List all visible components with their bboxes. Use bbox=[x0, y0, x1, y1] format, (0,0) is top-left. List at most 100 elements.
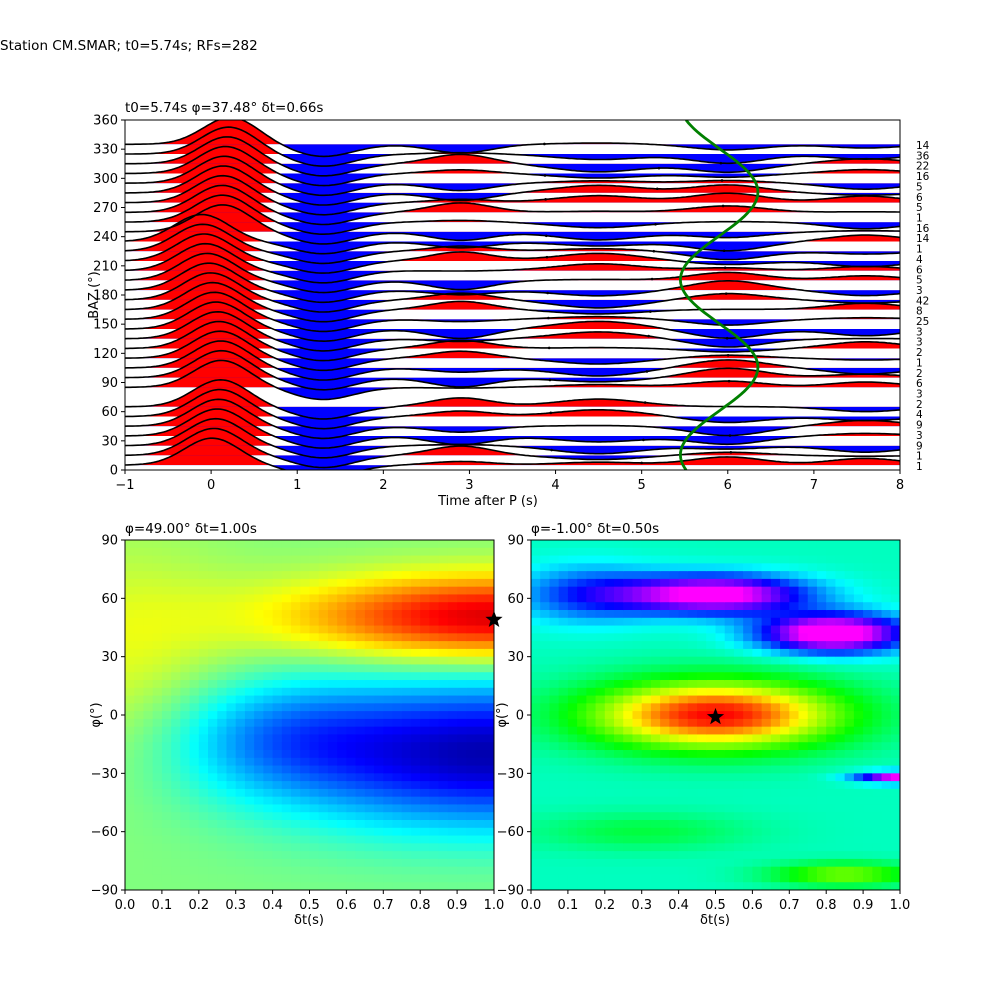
grid-left-cell bbox=[401, 734, 412, 743]
grid-left-cell bbox=[447, 734, 458, 743]
grid-right-cell bbox=[844, 843, 855, 852]
grid-right-cell bbox=[595, 540, 606, 549]
grid-right-cell bbox=[531, 625, 541, 634]
grid-right-cell bbox=[567, 711, 578, 720]
grid-right-cell bbox=[835, 788, 846, 798]
grid-left-cell bbox=[337, 633, 347, 642]
grid-right-cell bbox=[531, 633, 541, 642]
grid-right-cell bbox=[733, 835, 744, 844]
grid-right-cell bbox=[844, 742, 855, 751]
grid-left-cell bbox=[143, 602, 154, 611]
grid-left-cell bbox=[226, 851, 237, 860]
grid-left-cell bbox=[466, 648, 477, 658]
grid-right-cell bbox=[780, 625, 790, 634]
grid-left-cell bbox=[447, 555, 458, 564]
grid-left-cell bbox=[180, 812, 191, 821]
grid-left-cell bbox=[447, 664, 458, 673]
grid-right-cell bbox=[531, 835, 541, 844]
grid-left-cell bbox=[125, 610, 135, 619]
grid-left-cell bbox=[410, 858, 421, 868]
grid-right-cell bbox=[807, 765, 818, 774]
grid-left-cell bbox=[374, 851, 384, 860]
grid-left-cell bbox=[272, 718, 283, 728]
grid-left-cell bbox=[291, 594, 301, 603]
grid-left-cell bbox=[217, 563, 228, 572]
rf-section-ytick-label: 300 bbox=[93, 172, 118, 187]
grid-left-cell bbox=[263, 648, 274, 658]
grid-left-cell bbox=[281, 711, 292, 720]
grid-right-cell bbox=[890, 851, 900, 860]
grid-left-cell bbox=[161, 555, 172, 564]
grid-right-cell bbox=[669, 547, 680, 557]
grid-right-cell bbox=[816, 734, 827, 743]
grid-left-cell bbox=[410, 602, 421, 611]
grid-left-cell bbox=[244, 711, 255, 720]
grid-right-cell bbox=[540, 664, 551, 673]
grid-right-cell bbox=[614, 610, 624, 619]
grid-left-cell bbox=[152, 625, 163, 634]
grid-left-cell bbox=[272, 820, 283, 829]
grid-right-cell bbox=[549, 602, 560, 611]
rf-trace-marker bbox=[642, 438, 645, 442]
grid-left-cell bbox=[180, 633, 191, 642]
grid-right-cell bbox=[650, 617, 661, 627]
grid-left-cell bbox=[392, 625, 403, 634]
grid-left-cell bbox=[364, 578, 375, 588]
grid-right-cell bbox=[586, 555, 597, 564]
grid-right-cell bbox=[807, 757, 818, 767]
grid-left-cell bbox=[309, 796, 320, 806]
grid-left-cell bbox=[410, 578, 421, 588]
grid-right-cell bbox=[595, 788, 606, 798]
rf-trace-line bbox=[125, 242, 900, 284]
grid-left-cell bbox=[410, 547, 421, 557]
grid-left-cell bbox=[161, 765, 172, 774]
grid-left-cell bbox=[438, 812, 449, 821]
grid-left-cell bbox=[180, 664, 191, 673]
grid-right-cell bbox=[641, 617, 652, 627]
grid-left-cell bbox=[337, 555, 347, 564]
rf-trace-fill-negative bbox=[275, 416, 900, 429]
grid-left-cell bbox=[235, 874, 246, 883]
grid-right-cell bbox=[733, 610, 744, 619]
grid-left-cell bbox=[254, 617, 264, 627]
grid-right-cell bbox=[881, 804, 892, 813]
grid-left-cell bbox=[171, 687, 181, 697]
grid-right-cell bbox=[770, 672, 781, 681]
rf-trace-fill-positive bbox=[125, 175, 900, 203]
grid-right-cell bbox=[706, 672, 717, 681]
grid-right-cell bbox=[669, 571, 680, 580]
grid-right-cell bbox=[632, 851, 643, 860]
grid-right-cell bbox=[863, 820, 873, 829]
grid-right-cell bbox=[715, 641, 726, 650]
grid-left-cell bbox=[457, 835, 467, 844]
grid-left-cell bbox=[171, 547, 181, 557]
grid-right-cell bbox=[632, 750, 643, 759]
grid-right-cell bbox=[669, 757, 680, 767]
grid-right-cell bbox=[632, 625, 643, 634]
grid-right-cell bbox=[872, 750, 883, 759]
grid-right-cell bbox=[586, 835, 597, 844]
grid-right-cell bbox=[752, 703, 763, 712]
grid-right-cell bbox=[881, 788, 892, 798]
grid-right-cell bbox=[780, 851, 790, 860]
grid-left-cell bbox=[401, 835, 412, 844]
grid-right-cell bbox=[669, 594, 680, 603]
grid-left-cell bbox=[263, 617, 274, 627]
grid-left-cell bbox=[410, 633, 421, 642]
grid-left-cell bbox=[392, 680, 403, 689]
grid-left-cell bbox=[410, 827, 421, 837]
grid-left-cell bbox=[198, 804, 209, 813]
grid-right-cell bbox=[558, 750, 569, 759]
grid-right-cell bbox=[687, 672, 698, 681]
grid-left-cell bbox=[318, 804, 329, 813]
grid-right-cell bbox=[770, 617, 781, 627]
grid-left-cell bbox=[189, 656, 200, 666]
grid-right-cell bbox=[724, 625, 735, 634]
grid-left-cell bbox=[484, 672, 494, 681]
grid-right-cell bbox=[844, 656, 855, 666]
grid-left-cell bbox=[420, 851, 431, 860]
grid-left-cell bbox=[401, 625, 412, 634]
grid-right-cell bbox=[577, 874, 587, 883]
grid-left-cell bbox=[364, 788, 375, 798]
grid-left-cell bbox=[309, 757, 320, 767]
